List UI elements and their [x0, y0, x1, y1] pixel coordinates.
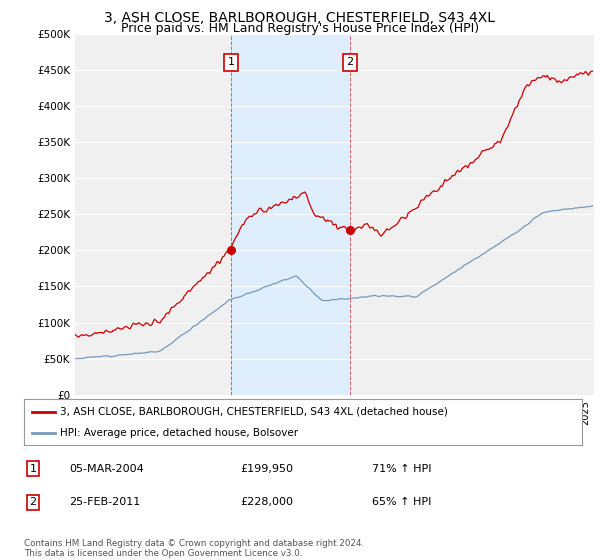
Text: £228,000: £228,000: [240, 497, 293, 507]
Text: Contains HM Land Registry data © Crown copyright and database right 2024.
This d: Contains HM Land Registry data © Crown c…: [24, 539, 364, 558]
Text: 3, ASH CLOSE, BARLBOROUGH, CHESTERFIELD, S43 4XL (detached house): 3, ASH CLOSE, BARLBOROUGH, CHESTERFIELD,…: [60, 407, 448, 417]
Text: Price paid vs. HM Land Registry's House Price Index (HPI): Price paid vs. HM Land Registry's House …: [121, 22, 479, 35]
Text: 05-MAR-2004: 05-MAR-2004: [69, 464, 144, 474]
Text: 71% ↑ HPI: 71% ↑ HPI: [372, 464, 431, 474]
Text: 3, ASH CLOSE, BARLBOROUGH, CHESTERFIELD, S43 4XL: 3, ASH CLOSE, BARLBOROUGH, CHESTERFIELD,…: [104, 11, 496, 25]
Text: 65% ↑ HPI: 65% ↑ HPI: [372, 497, 431, 507]
Text: 1: 1: [227, 58, 235, 68]
Text: 1: 1: [29, 464, 37, 474]
Bar: [231, 34, 350, 395]
Text: 25-FEB-2011: 25-FEB-2011: [69, 497, 140, 507]
Text: 2: 2: [29, 497, 37, 507]
Text: £199,950: £199,950: [240, 464, 293, 474]
Text: HPI: Average price, detached house, Bolsover: HPI: Average price, detached house, Bols…: [60, 428, 298, 438]
Text: 2: 2: [346, 58, 353, 68]
